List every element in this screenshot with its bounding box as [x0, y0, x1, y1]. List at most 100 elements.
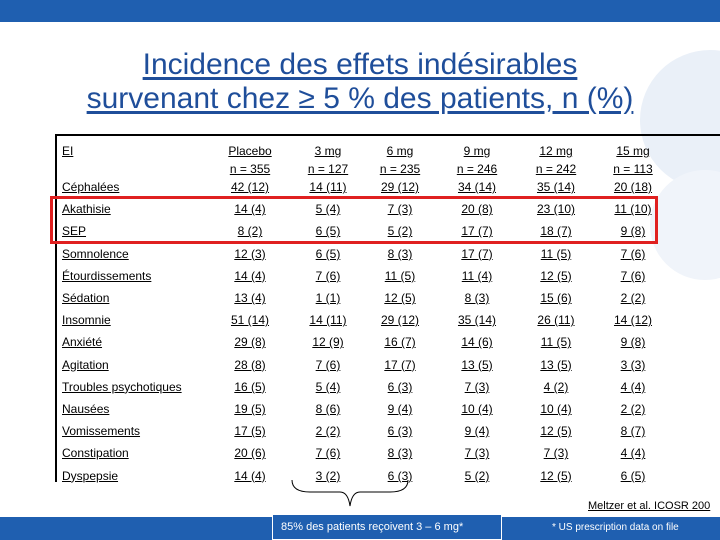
row-label: Somnolence: [62, 246, 129, 261]
table-cell: 20 (6): [234, 446, 266, 461]
table-cell: 7 (6): [315, 446, 341, 461]
table-cell: 34 (14): [457, 180, 497, 194]
table-cell: 8 (3): [387, 446, 413, 461]
table-cell: 13 (5): [461, 357, 493, 372]
table-cell: 12 (9): [312, 335, 344, 350]
table-cell: 16 (7): [384, 335, 416, 350]
table-cell: 5 (2): [387, 224, 413, 239]
brace-icon: [291, 479, 409, 507]
column-header-name: 6 mg: [386, 144, 414, 158]
table-cell: 35 (14): [457, 313, 497, 328]
row-label: Insomnie: [62, 313, 111, 328]
table-cell: 12 (5): [540, 424, 572, 439]
table-cell: 3 (3): [620, 357, 646, 372]
row-label: Nausées: [62, 402, 110, 416]
table-cell: 17 (7): [461, 224, 493, 239]
row-label: Céphalées: [62, 180, 120, 194]
table-cell: 14 (4): [234, 468, 266, 483]
adverse-events-table: EI Placebo n = 355 3 mg n = 127 6 mg n = 235 9 …: [55, 134, 720, 483]
table-cell: 9 (8): [620, 335, 646, 350]
table-cell: 12 (5): [540, 468, 572, 483]
table-cell: 1 (1): [315, 291, 341, 305]
table-cell: 29 (8): [234, 335, 266, 350]
table-cell: 17 (7): [384, 357, 416, 372]
table-cell: 7 (6): [315, 357, 341, 372]
table-cell: 20 (18): [613, 180, 653, 194]
table-cell: 8 (3): [387, 246, 413, 261]
row-label: Vomissements: [62, 424, 141, 439]
row-label: Étourdissements: [62, 268, 152, 283]
table-cell: 51 (14): [230, 313, 270, 328]
table-cell: 12 (5): [384, 291, 416, 305]
column-header: 6 mg n = 235: [360, 142, 440, 178]
slide-title: Incidence des effets indésirables surven…: [0, 48, 720, 116]
citation[interactable]: Meltzer et al. ICOSR 200: [588, 500, 711, 512]
title-line-1: Incidence des effets indésirables: [142, 48, 578, 81]
title-line-2: survenant chez ≥ 5 % des patients, n (%): [86, 82, 634, 115]
table-cell: 29 (12): [380, 180, 420, 194]
row-label: Akathisie: [62, 202, 111, 217]
table-cell: 15 (6): [540, 291, 572, 305]
column-header-n: n = 127: [307, 162, 349, 176]
dosage-callout: 85% des patients reçoivent 3 – 6 mg*: [272, 514, 502, 540]
table-cell: 14 (6): [461, 335, 493, 350]
table-cell: 26 (11): [537, 313, 575, 328]
footnote: * US prescription data on file: [552, 522, 679, 533]
table-cell: 9 (4): [464, 424, 490, 439]
table-cell: 3 (2): [315, 468, 341, 483]
table-cell: 11 (10): [614, 202, 652, 217]
row-label: Constipation: [62, 446, 129, 461]
table-cell: 8 (6): [315, 402, 341, 416]
column-header-name: 12 mg: [539, 144, 573, 158]
table-cell: 16 (5): [234, 379, 266, 394]
column-header-name: EI: [62, 144, 74, 158]
table-cell: 20 (8): [461, 202, 493, 217]
table-cell: 8 (7): [620, 424, 646, 439]
column-header-name: 3 mg: [314, 144, 342, 158]
table-cell: 14 (12): [613, 313, 653, 328]
table-cell: 8 (2): [237, 224, 263, 239]
column-header-name: 15 mg: [616, 144, 650, 158]
table-cell: 12 (5): [540, 268, 572, 283]
column-header: 12 mg n = 242: [516, 142, 596, 178]
table-cell: 14 (4): [234, 202, 266, 217]
table-cell: 6 (3): [387, 379, 413, 394]
column-header-n: n = 355: [229, 162, 271, 176]
column-header-n: n = 242: [535, 162, 577, 176]
table-cell: 13 (5): [540, 357, 572, 372]
table-cell: 17 (5): [234, 424, 266, 439]
table-cell: 13 (4): [234, 291, 266, 305]
column-header: 3 mg n = 127: [288, 142, 368, 178]
table-cell: 4 (4): [620, 446, 646, 461]
table-cell: 6 (5): [315, 224, 341, 239]
column-header: 9 mg n = 246: [437, 142, 517, 178]
table-cell: 14 (11): [309, 313, 347, 328]
column-header-name: Placebo: [228, 144, 272, 158]
table-cell: 23 (10): [536, 202, 576, 217]
table-cell: 29 (12): [380, 313, 420, 328]
column-header: EI: [62, 142, 73, 160]
row-label: Sédation: [62, 291, 110, 305]
table-cell: 2 (2): [620, 291, 646, 305]
table-cell: 6 (5): [620, 468, 646, 483]
table-cell: 11 (5): [540, 246, 572, 261]
background-decoration: [630, 30, 720, 330]
table-cell: 6 (3): [387, 468, 413, 483]
table-cell: 5 (4): [315, 202, 341, 217]
table-cell: 8 (3): [464, 291, 490, 305]
table-cell: 42 (12): [230, 180, 270, 194]
table-cell: 11 (5): [540, 335, 572, 350]
table-cell: 11 (4): [461, 268, 493, 283]
table-cell: 10 (4): [461, 402, 493, 416]
table-cell: 6 (3): [387, 424, 413, 439]
table-cell: 7 (6): [315, 268, 341, 283]
column-header-name: 9 mg: [463, 144, 491, 158]
table-cell: 4 (4): [620, 379, 646, 394]
row-label: Troubles psychotiques: [62, 379, 182, 394]
highlight-box: [50, 196, 658, 244]
table-cell: 35 (14): [536, 180, 576, 194]
table-cell: 2 (2): [620, 402, 646, 416]
column-header-n: n = 113: [613, 162, 653, 176]
table-cell: 2 (2): [315, 424, 341, 439]
top-banner: [0, 0, 720, 22]
